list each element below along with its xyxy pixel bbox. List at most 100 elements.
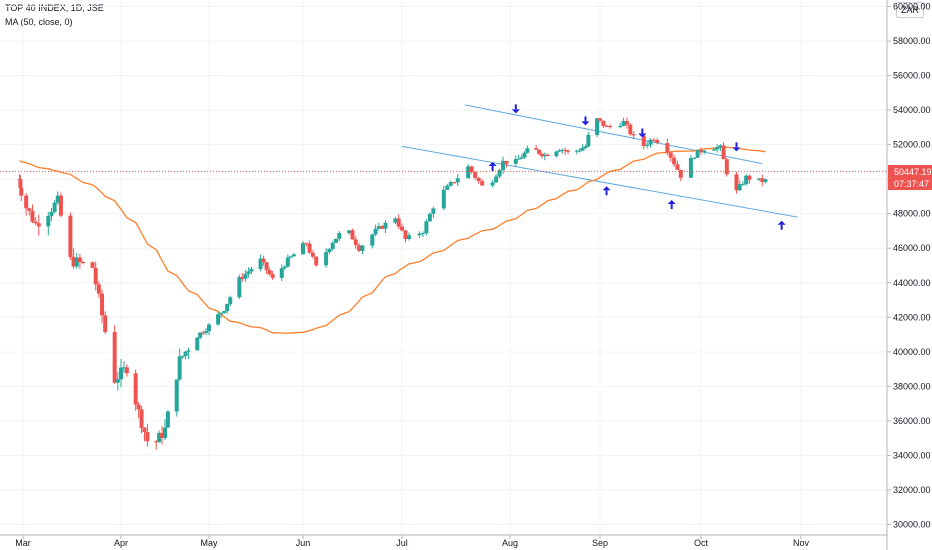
- candle: [207, 323, 211, 336]
- time-tick-label: Jul: [396, 538, 408, 548]
- candle: [598, 117, 602, 123]
- candle: [452, 181, 457, 184]
- candle: [476, 176, 481, 184]
- arrow-down-icon: [732, 142, 741, 152]
- candle: [595, 117, 600, 137]
- currency-badge[interactable]: ZAR: [896, 2, 924, 18]
- candle: [624, 117, 629, 129]
- channel-line-lower: [401, 145, 798, 218]
- time-tick-label: Jun: [296, 538, 311, 548]
- candle: [139, 405, 144, 434]
- candle: [183, 351, 188, 360]
- candle: [74, 253, 79, 269]
- channel-lines: [401, 104, 798, 218]
- candle: [68, 212, 73, 261]
- candle: [119, 358, 123, 388]
- candle: [124, 364, 129, 377]
- price-tick-label: 32000.00: [893, 485, 931, 495]
- candle: [165, 410, 170, 428]
- countdown-label: 07:37:47: [894, 179, 929, 189]
- candle: [163, 419, 167, 441]
- candle: [93, 261, 98, 291]
- candle: [695, 149, 700, 158]
- candle: [628, 123, 633, 136]
- candle: [376, 222, 381, 231]
- price-tick-label: 58000.00: [893, 36, 931, 46]
- price-tick-label: 54000.00: [893, 105, 931, 115]
- candle: [534, 145, 539, 150]
- candle: [142, 427, 147, 442]
- candle: [350, 228, 355, 240]
- candle: [55, 191, 60, 205]
- indicator-legend[interactable]: MA (50, close, 0): [5, 17, 73, 27]
- candle: [90, 261, 95, 269]
- candle: [441, 185, 446, 211]
- candle: [112, 325, 117, 384]
- arrow-down-icon: [511, 104, 520, 114]
- candle: [285, 254, 290, 268]
- candle: [497, 168, 502, 179]
- candle: [542, 152, 547, 161]
- candle: [525, 145, 530, 154]
- candle: [52, 200, 57, 214]
- candle: [267, 267, 272, 276]
- candle: [641, 133, 646, 150]
- candle: [665, 138, 670, 156]
- arrow-up-icon: [488, 162, 497, 172]
- time-tick-label: Sep: [592, 538, 608, 548]
- candle: [513, 155, 518, 168]
- candle: [174, 379, 179, 417]
- candle: [204, 327, 209, 335]
- candle: [427, 212, 432, 222]
- candle: [668, 151, 673, 162]
- candle: [699, 147, 703, 155]
- price-tick-label: 30000.00: [893, 520, 931, 530]
- candle: [675, 160, 680, 171]
- candle: [608, 124, 613, 129]
- candle: [431, 206, 436, 218]
- candle: [702, 149, 707, 155]
- symbol-title: TOP 40 INDEX, 1D, JSE: [5, 3, 104, 13]
- candle: [566, 149, 571, 155]
- candle: [324, 248, 329, 268]
- candle: [383, 220, 388, 233]
- candle: [554, 150, 559, 158]
- candle: [757, 178, 762, 182]
- candle: [490, 180, 495, 188]
- time-tick-label: Mar: [15, 538, 31, 548]
- time-tick-label: Oct: [694, 538, 709, 548]
- candle: [621, 117, 626, 127]
- candle: [219, 312, 224, 319]
- candle: [353, 236, 358, 249]
- candle: [71, 248, 76, 269]
- candle: [583, 144, 588, 149]
- candle: [448, 180, 453, 187]
- candle: [688, 155, 693, 178]
- arrow-down-icon: [638, 128, 647, 138]
- candle: [270, 270, 275, 281]
- candle: [516, 154, 521, 160]
- candle: [357, 242, 362, 253]
- candle: [403, 229, 408, 243]
- candle: [396, 214, 401, 230]
- candle: [186, 347, 191, 359]
- candle: [557, 148, 562, 152]
- candle: [406, 232, 411, 241]
- candle: [539, 152, 544, 159]
- candle: [586, 131, 591, 148]
- candle: [469, 165, 474, 175]
- candle: [314, 256, 319, 267]
- candle: [721, 142, 726, 160]
- candle: [195, 336, 200, 351]
- candle: [81, 260, 86, 265]
- time-tick-label: May: [200, 538, 218, 548]
- candle: [228, 295, 233, 307]
- last-price-label: 50447.19: [894, 167, 932, 177]
- candle: [373, 224, 378, 237]
- time-tick-label: Aug: [502, 538, 518, 548]
- candle: [258, 254, 263, 272]
- candle: [740, 181, 745, 186]
- candle: [279, 264, 284, 281]
- candle: [494, 173, 499, 183]
